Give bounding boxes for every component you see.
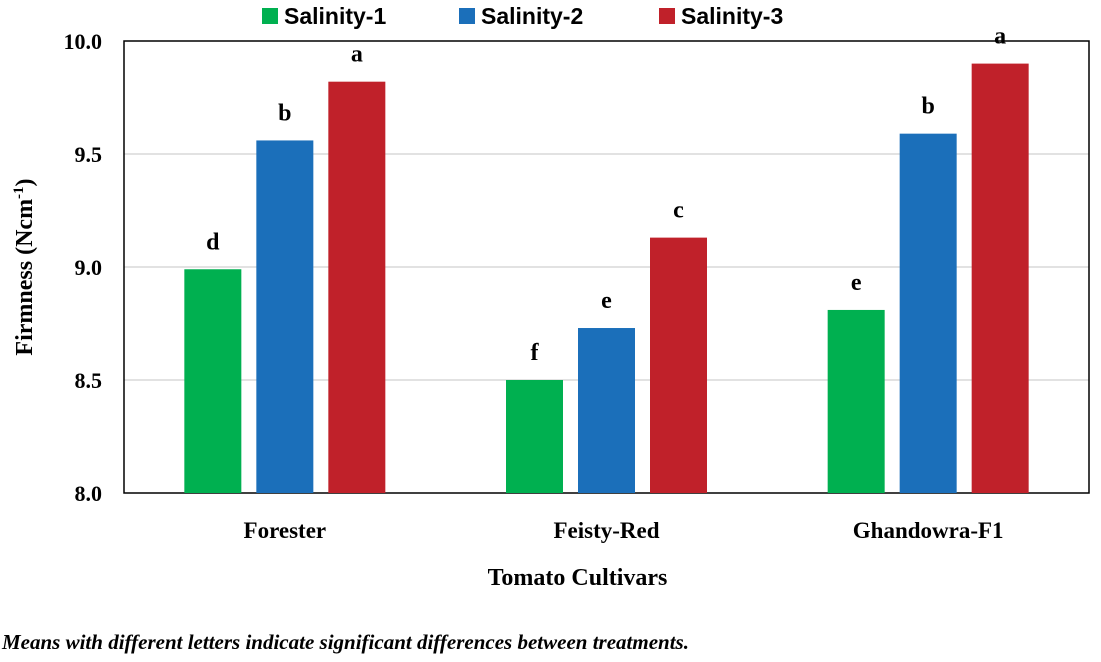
y-axis-title-superscript: -1: [11, 186, 27, 199]
significance-letter: a: [994, 24, 1006, 50]
y-tick-label: 9.0: [75, 255, 103, 280]
bar-salinity-2: [256, 140, 314, 493]
significance-letter: e: [851, 270, 862, 296]
y-axis-title-close: ): [12, 178, 38, 186]
y-tick-label: 9.5: [75, 142, 103, 167]
legend-swatch-salinity-3: [659, 8, 675, 24]
legend: Salinity-1 Salinity-2 Salinity-3: [262, 3, 783, 29]
bar-salinity-2: [578, 328, 635, 493]
legend-label: Salinity-3: [681, 3, 783, 29]
y-axis-ticks: 8.0 8.5 9.0 9.5 10.0: [64, 29, 103, 506]
significance-letter: a: [351, 42, 363, 68]
y-tick-label: 10.0: [64, 29, 103, 54]
x-axis-categories: Forester Feisty-Red Ghandowra-F1: [244, 518, 1004, 543]
y-tick-label: 8.0: [75, 481, 103, 506]
significance-letter: e: [601, 288, 612, 314]
significance-letter: c: [673, 198, 684, 224]
x-category-label: Feisty-Red: [553, 518, 659, 543]
bar-salinity-3: [971, 63, 1029, 493]
significance-letter: b: [278, 100, 291, 126]
bars: [184, 63, 1029, 494]
x-axis-title: Tomato Cultivars: [488, 565, 668, 591]
x-category-label: Forester: [244, 518, 327, 543]
legend-swatch-salinity-2: [459, 8, 475, 24]
bar-salinity-3: [650, 237, 707, 493]
y-axis-title: Firmness (Ncm-1): [11, 178, 38, 355]
legend-swatch-salinity-1: [262, 8, 278, 24]
legend-label: Salinity-1: [284, 3, 386, 29]
bar-salinity-1: [506, 380, 563, 493]
bar-salinity-2: [899, 133, 957, 493]
bar-salinity-1: [184, 269, 242, 493]
legend-label: Salinity-2: [481, 3, 583, 29]
significance-letter: d: [206, 229, 220, 255]
y-tick-label: 8.5: [75, 368, 103, 393]
bar-salinity-1: [827, 309, 885, 493]
x-category-label: Ghandowra-F1: [853, 518, 1004, 543]
y-axis-title-main: Firmness (Ncm: [12, 199, 38, 356]
significance-letter: f: [531, 340, 540, 366]
bar-salinity-3: [328, 81, 386, 494]
significance-letter: b: [921, 94, 934, 120]
significance-letters: d b a f e c e b a: [206, 24, 1006, 366]
footnote: Means with different letters indicate si…: [2, 630, 689, 654]
